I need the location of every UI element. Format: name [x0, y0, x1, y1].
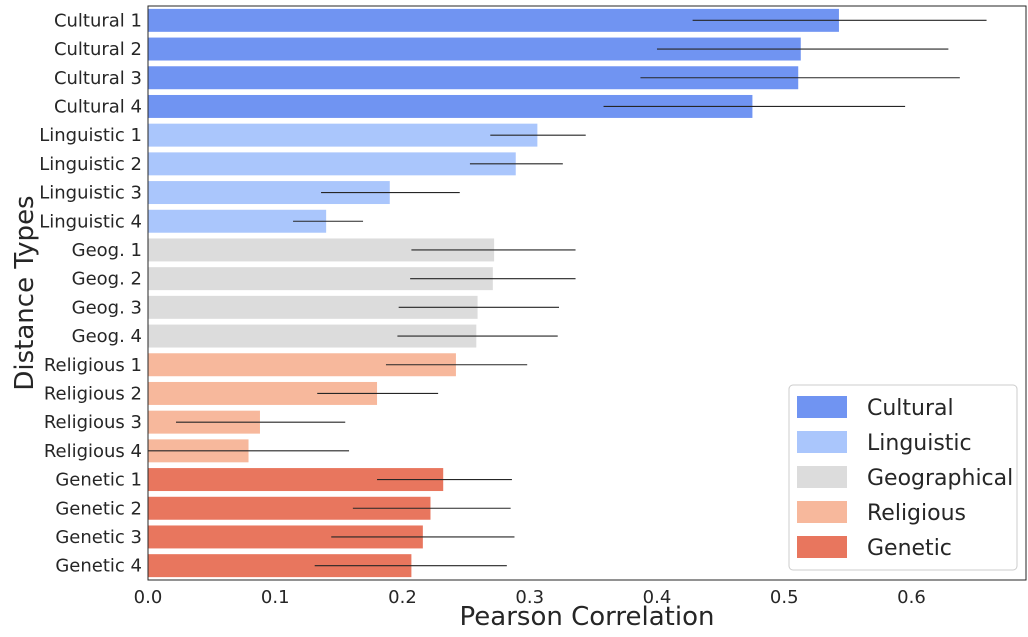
y-tick-label: Linguistic 4	[39, 211, 142, 232]
bar	[148, 381, 378, 405]
bar	[148, 267, 493, 291]
bar	[148, 37, 801, 61]
y-tick-label: Genetic 1	[55, 470, 142, 491]
bar	[148, 295, 478, 319]
legend-items: Cultural Linguistic Geographical Religious G…	[797, 396, 1013, 561]
y-tick-label: Cultural 2	[54, 39, 142, 60]
legend-label: Genetic	[867, 536, 952, 561]
bar	[148, 181, 390, 205]
legend-label: Cultural	[867, 396, 954, 421]
y-axis-label: Distance Types	[10, 195, 40, 390]
x-tick-label: 0.2	[388, 587, 417, 608]
legend: Cultural Linguistic Geographical Religious G…	[788, 384, 1018, 571]
y-tick-label: Religious 1	[44, 355, 142, 376]
y-tick-label: Geog. 3	[72, 297, 142, 318]
legend-swatch	[797, 501, 847, 523]
y-tick-label: Genetic 2	[55, 498, 142, 519]
bar	[148, 324, 477, 348]
legend-label: Religious	[867, 501, 966, 526]
bar	[148, 94, 753, 118]
y-tick-label: Religious 2	[44, 383, 142, 404]
x-tick-label: 0.3	[515, 587, 544, 608]
y-tick-label: Geog. 1	[72, 240, 142, 261]
bar	[148, 496, 431, 520]
y-tick-label: Genetic 4	[55, 556, 142, 577]
x-tick-labels: 0.0 0.1 0.2 0.3 0.4 0.5 0.6	[134, 587, 926, 608]
x-tick-label: 0.1	[261, 587, 290, 608]
bar	[148, 468, 444, 492]
bar	[148, 209, 327, 233]
y-tick-label: Genetic 3	[55, 527, 142, 548]
y-tick-label: Religious 3	[44, 412, 142, 433]
bar	[148, 238, 495, 262]
bar	[148, 525, 423, 549]
legend-label: Linguistic	[867, 431, 972, 456]
bar	[148, 554, 412, 578]
y-tick-label: Linguistic 1	[39, 125, 142, 146]
y-tick-label: Cultural 3	[54, 68, 142, 89]
x-tick-label: 0.6	[897, 587, 926, 608]
x-tick-label: 0.0	[134, 587, 163, 608]
bars-layer	[148, 8, 839, 578]
errorbars-layer	[148, 19, 987, 567]
x-tick-label: 0.5	[770, 587, 799, 608]
legend-swatch	[797, 396, 847, 418]
bar	[148, 8, 839, 32]
bar	[148, 66, 799, 90]
legend-label: Geographical	[867, 466, 1013, 491]
y-tick-label: Religious 4	[44, 441, 142, 462]
legend-swatch	[797, 466, 847, 488]
legend-swatch	[797, 431, 847, 453]
y-tick-label: Geog. 4	[72, 326, 142, 347]
y-tick-label: Geog. 2	[72, 269, 142, 290]
plot-frame	[147, 5, 1027, 581]
y-tick-label: Linguistic 2	[39, 154, 142, 175]
y-tick-label: Cultural 1	[54, 10, 142, 31]
legend-swatch	[797, 536, 847, 558]
bar	[148, 353, 456, 377]
x-tick-label: 0.4	[643, 587, 672, 608]
x-axis-label: Pearson Correlation	[460, 602, 715, 632]
bar	[148, 152, 516, 176]
y-tick-label: Linguistic 3	[39, 183, 142, 204]
y-tick-label: Cultural 4	[54, 96, 142, 117]
y-tick-labels: Cultural 1 Cultural 2 Cultural 3 Cultural 4…	[39, 10, 142, 576]
bar	[148, 123, 538, 147]
